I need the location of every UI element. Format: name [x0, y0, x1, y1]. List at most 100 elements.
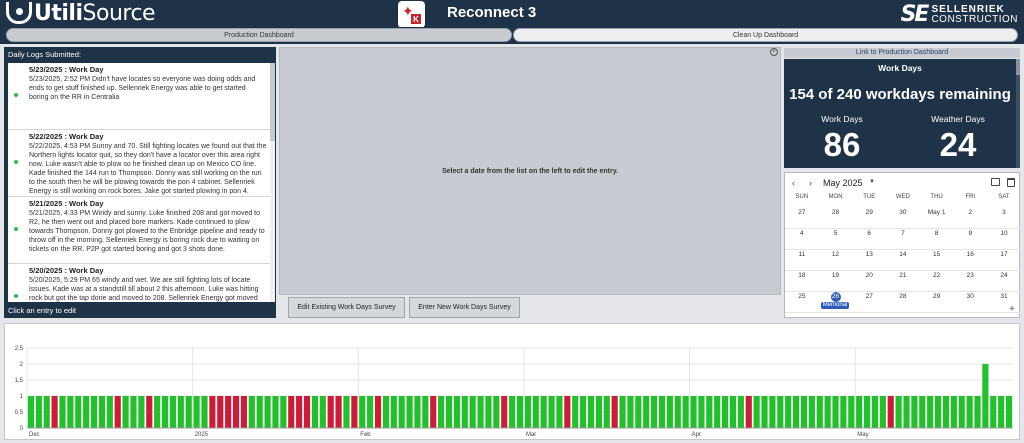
calendar-day[interactable]: 12	[831, 251, 840, 258]
prev-month-icon[interactable]: ‹	[792, 178, 795, 188]
enter-new-survey-button[interactable]: Enter New Work Days Survey	[409, 297, 520, 318]
calendar-day[interactable]: 29	[865, 209, 873, 216]
chart-y-tick-label: 0.5	[15, 410, 24, 416]
calendar-day[interactable]: 29	[932, 293, 941, 300]
chart-bar	[382, 396, 389, 428]
comment-icon[interactable]	[991, 178, 1000, 186]
calendar-day[interactable]: 27	[865, 293, 873, 300]
calendar-weekday: FRI	[965, 194, 976, 200]
calendar-day[interactable]: 7	[901, 230, 905, 237]
calendar-day[interactable]: 14	[899, 251, 907, 258]
chart-bar	[856, 396, 863, 428]
calendar-weekday: WED	[895, 194, 910, 200]
chart-bar	[493, 396, 500, 428]
chart-bar	[390, 396, 397, 428]
status-dot-icon	[14, 294, 18, 298]
calendar-day[interactable]: 18	[798, 272, 806, 279]
status-dot-icon	[14, 160, 18, 164]
log-entry[interactable]: 5/22/2025 : Work Day 5/22/2025, 4:53 PM …	[8, 130, 275, 197]
calendar-day[interactable]: 26 Memorial	[819, 292, 853, 312]
calendar-week-row: 4 5 6 7 8 9 10	[785, 229, 1021, 250]
calendar-day[interactable]: 21	[899, 272, 907, 279]
calendar-day[interactable]: 19	[831, 272, 840, 279]
log-entry[interactable]: 5/23/2025 : Work Day 5/23/2025, 2:52 PM …	[8, 63, 275, 130]
construction-name: CONSTRUCTION	[931, 13, 1018, 25]
link-production-dashboard[interactable]: Link to Production Dashboard	[784, 48, 1020, 58]
dashboard-tabs: Production Dashboard Clean Up Dashboard	[0, 27, 1024, 44]
scrollbar-thumb[interactable]	[1016, 59, 1020, 75]
chart-bar	[627, 396, 634, 428]
chart-bar	[690, 396, 697, 428]
log-entry[interactable]: 5/21/2025 : Work Day 5/21/2025, 4:33 PM …	[8, 197, 275, 264]
chart-bar	[430, 396, 437, 428]
chart-bar	[414, 396, 421, 428]
work-days-title: Work Days	[878, 63, 922, 73]
chart-bar	[51, 396, 58, 428]
calendar-day[interactable]: 11	[798, 251, 806, 258]
chart-bar	[122, 396, 129, 428]
calendar-day[interactable]: 13	[865, 251, 873, 258]
app-icon: ✦ K	[398, 1, 425, 28]
calendar-day[interactable]: 30	[899, 209, 907, 216]
calendar-day[interactable]: 15	[932, 251, 941, 258]
calendar-day[interactable]: 25	[798, 293, 806, 300]
chart-bar	[114, 396, 121, 428]
next-month-icon[interactable]: ›	[809, 178, 812, 188]
calendar-day[interactable]: 10	[1000, 230, 1008, 237]
chart-bar	[225, 396, 232, 428]
chart-bar	[911, 396, 918, 428]
calendar-today[interactable]: 26	[830, 292, 841, 302]
calendar-day[interactable]: 20	[865, 272, 873, 279]
chart-y-tick-label: 0	[20, 426, 24, 432]
chart-bar	[785, 396, 792, 428]
chart-bar	[406, 396, 413, 428]
summary-scrollbar[interactable]	[1016, 59, 1020, 168]
chart-bar	[177, 396, 184, 428]
expand-icon[interactable]: +	[770, 48, 778, 56]
chart-bar	[445, 396, 453, 428]
chart-bar	[327, 396, 334, 428]
tab-production-dashboard[interactable]: Production Dashboard	[6, 28, 512, 42]
calendar-day[interactable]: 28	[831, 209, 840, 216]
chart-bar	[501, 396, 508, 428]
chart-bar	[27, 396, 35, 428]
calendar-day[interactable]: 22	[932, 272, 941, 279]
chart-bar	[154, 396, 161, 428]
chart-bar	[548, 396, 555, 428]
calendar-day[interactable]: 27	[798, 209, 806, 216]
add-event-icon[interactable]: +	[1009, 304, 1015, 315]
chart-bar	[714, 396, 721, 428]
calendar-day[interactable]: 5	[833, 230, 838, 237]
scrollbar-thumb[interactable]	[270, 63, 275, 141]
calendar-day[interactable]: 16	[966, 251, 974, 258]
work-days-stat: Work Days 86	[784, 114, 900, 164]
log-list-scrollbar[interactable]	[270, 63, 275, 302]
calendar-day[interactable]: 17	[1000, 251, 1008, 258]
calendar-day[interactable]: May 1	[927, 209, 946, 216]
calendar-weekday: SUN	[795, 194, 809, 200]
log-entry[interactable]: 5/20/2025 : Work Day 5/20/2025, 5:29 PM …	[8, 264, 275, 302]
calendar-day[interactable]: 6	[867, 230, 872, 237]
chart-x-tick-label: Dec	[29, 432, 40, 438]
calendar-day[interactable]: 8	[934, 230, 939, 237]
chevron-down-icon[interactable]: ▼	[869, 179, 875, 185]
calendar-day[interactable]: 28	[899, 293, 907, 300]
chart-bar	[682, 396, 689, 428]
calendar-day[interactable]: 31	[1000, 293, 1008, 300]
calendar-icon[interactable]	[1007, 178, 1015, 187]
calendar-month[interactable]: May 2025	[823, 178, 863, 188]
chart-bar	[824, 396, 831, 428]
calendar-day[interactable]: 23	[966, 272, 974, 279]
weather-days-label: Weather Days	[931, 114, 985, 124]
calendar-header: ‹ › May 2025 ▼	[785, 173, 1019, 193]
calendar-day[interactable]: 24	[1000, 272, 1008, 279]
calendar-day[interactable]: 30	[966, 293, 974, 300]
calendar-day[interactable]: 3	[1002, 209, 1006, 216]
calendar-day[interactable]: 2	[968, 209, 973, 216]
tab-cleanup-dashboard[interactable]: Clean Up Dashboard	[513, 28, 1018, 42]
calendar-event[interactable]: Memorial	[820, 302, 850, 309]
status-dot-icon	[14, 227, 18, 231]
edit-existing-survey-button[interactable]: Edit Existing Work Days Survey	[288, 297, 405, 318]
calendar-day[interactable]: 4	[800, 230, 804, 237]
calendar-day[interactable]: 9	[968, 230, 973, 237]
